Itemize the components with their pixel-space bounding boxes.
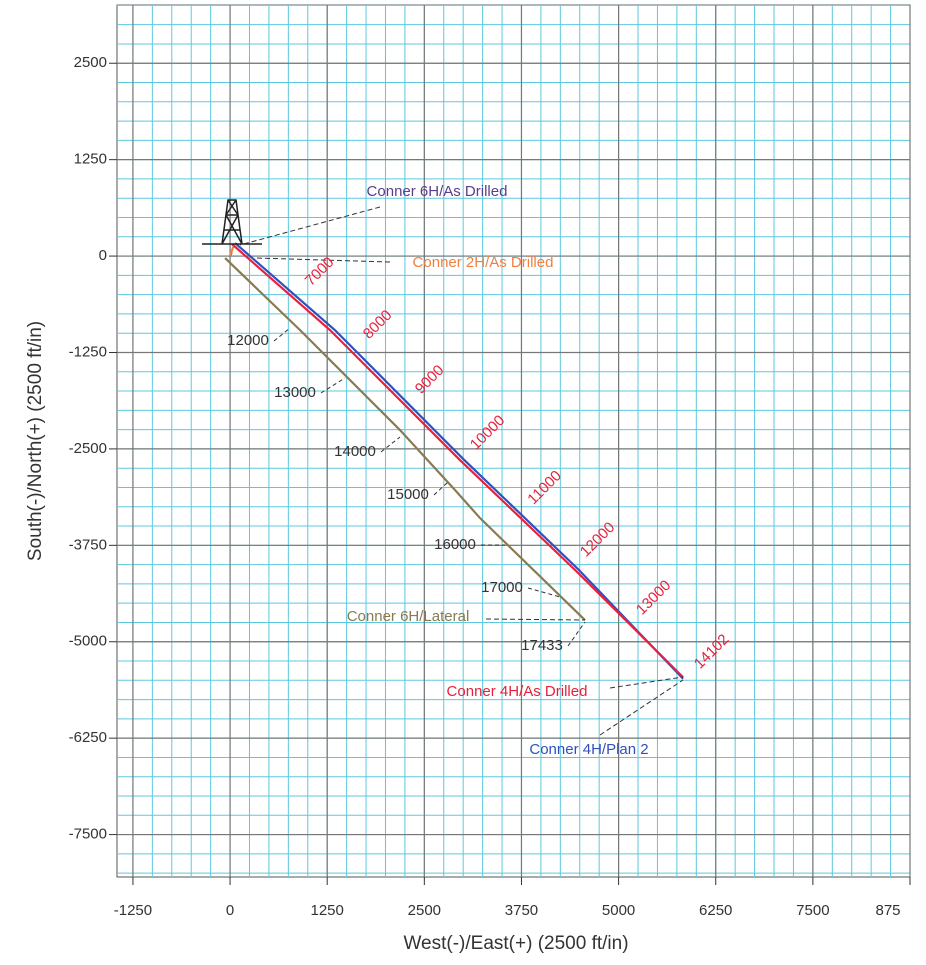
x-tick-label: 5000 [602,902,635,919]
md-label: 17433 [521,637,563,654]
leader-line [527,587,561,598]
md-label: 16000 [434,536,476,553]
x-tick-label: 3750 [505,902,538,919]
x-tick-label: 6250 [699,902,732,919]
well-label: Conner 4H/As Drilled [447,683,588,700]
x-tick-label: 2500 [408,902,441,919]
md-label: 15000 [387,486,429,503]
y-tick-label: -7500 [69,826,107,843]
leader-line [254,257,391,263]
y-tick-label: -6250 [69,729,107,746]
leader-line [433,481,449,496]
rig-icon [202,199,262,245]
well-path [231,243,684,679]
x-tick-label: 7500 [796,902,829,919]
y-tick-label: 1250 [74,151,107,168]
marks [224,206,684,736]
well-label: Conner 6H/Lateral [347,608,470,625]
x-axis-label: West(-)/East(+) (2500 ft/in) [403,933,628,954]
well-label: Conner 2H/As Drilled [413,254,554,271]
y-tick-label: 0 [99,247,107,264]
plot-area [116,4,911,878]
y-tick-label: 2500 [74,54,107,71]
y-tick-label: -5000 [69,633,107,650]
md-label: 13000 [274,384,316,401]
well-path [224,257,586,622]
x-tick-label: 0 [226,902,234,919]
x-tick-label: 1250 [311,902,344,919]
y-axis-label: South(-)/North(+) (2500 ft/in) [25,321,46,561]
md-label: 14000 [334,443,376,460]
leader-line [320,377,346,394]
well-label: Conner 4H/Plan 2 [529,741,648,758]
leader-line [485,618,586,621]
md-label: 17000 [481,579,523,596]
x-tick-label: 875 [875,902,900,919]
x-tick-label: -1250 [114,902,152,919]
grid [109,4,911,885]
well-path [229,246,235,257]
leader-line [273,327,291,342]
well-label: Conner 6H/As Drilled [367,183,508,200]
y-tick-label: -1250 [69,343,107,360]
well-path [234,242,684,680]
leader-line [567,621,586,647]
md-label: 12000 [227,332,269,349]
leader-line [239,206,381,246]
y-tick-label: -3750 [69,536,107,553]
y-tick-label: -2500 [69,440,107,457]
leader-line [609,676,684,689]
leader-line [599,679,684,736]
